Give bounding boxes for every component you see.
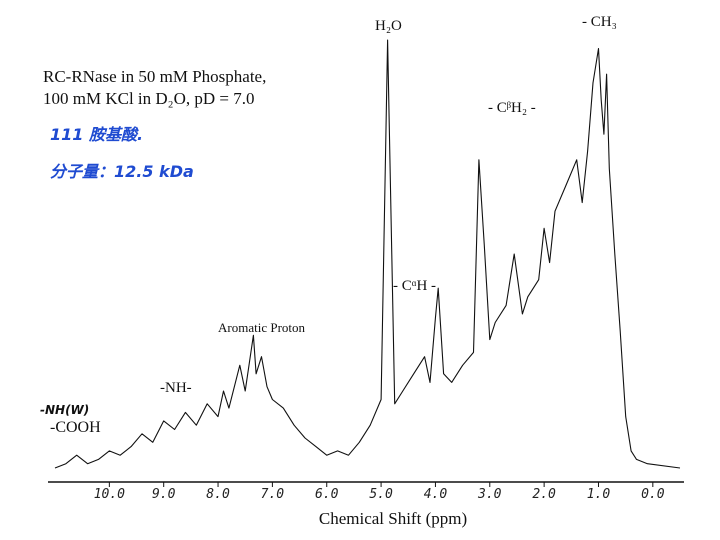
spectrum-plot-area: 10.0 9.0 8.0 7.0 6.0 5.0 4.0 3.0 2.0 1.0 0.0 <box>48 39 684 502</box>
x-tick-label: 6.0 <box>315 487 339 502</box>
sample-note-line1: RC-RNase in 50 mM Phosphate, <box>43 67 266 86</box>
x-tick-label: 10.0 <box>94 487 125 502</box>
x-tick-label: 9.0 <box>152 487 176 502</box>
annotation-ch3: - CH₃ <box>582 14 617 30</box>
sample-note-line2: 100 mM KCl in D₂O, pD = 7.0 <box>43 89 255 108</box>
handwritten-note-line1: 111 胺基酸. <box>50 125 143 144</box>
x-tick-label: 1.0 <box>587 487 611 502</box>
x-axis-ticks: 10.0 9.0 8.0 7.0 6.0 5.0 4.0 3.0 2.0 1.0 0.0 <box>94 482 665 502</box>
annotation-cooh: -COOH <box>50 419 101 436</box>
annotation-aromatic-proton: Aromatic Proton <box>218 320 306 335</box>
x-axis-title: Chemical Shift (ppm) <box>319 509 467 528</box>
annotation-nh: -NH- <box>160 380 192 396</box>
x-tick-label: 5.0 <box>369 487 393 502</box>
x-tick-label: 8.0 <box>206 487 230 502</box>
x-tick-label: 2.0 <box>532 487 556 502</box>
annotation-cbeta-h2: - CᵝH₂ - <box>488 100 536 116</box>
x-tick-label: 0.0 <box>641 487 665 502</box>
x-tick-label: 7.0 <box>261 487 285 502</box>
spectrum-line <box>54 39 681 469</box>
x-tick-label: 4.0 <box>424 487 448 502</box>
x-tick-label: 3.0 <box>477 487 502 502</box>
handwritten-note-line2: 分子量：12.5 kDa <box>50 162 194 181</box>
annotation-nh-w: -NH(W) <box>40 403 89 417</box>
annotation-h2o: H₂O <box>375 18 402 34</box>
annotation-calpha-h: - CᵅH - <box>393 278 436 294</box>
